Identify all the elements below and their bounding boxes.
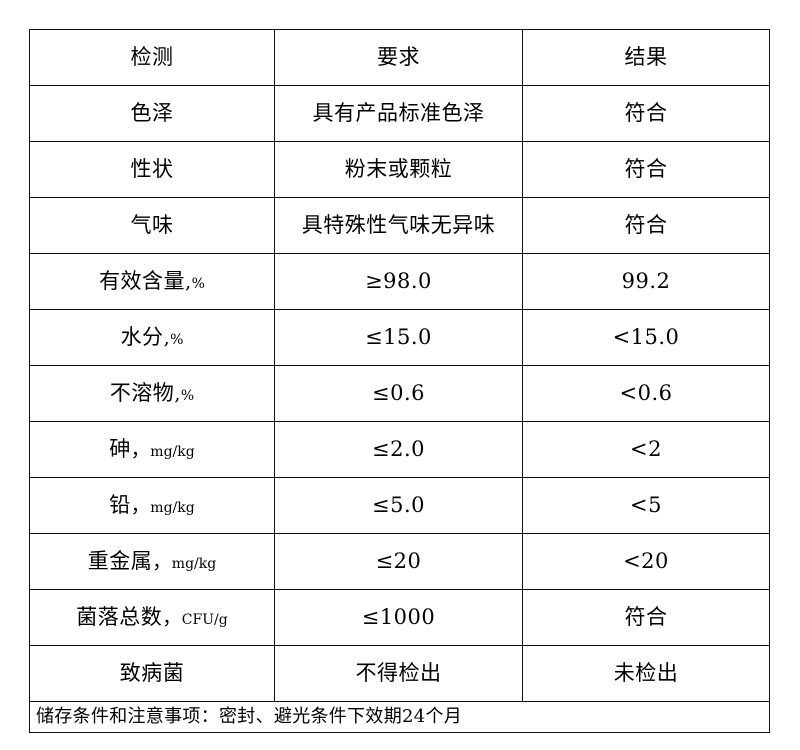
cell-result: <5 bbox=[522, 477, 770, 534]
item-unit: % bbox=[191, 276, 205, 293]
specification-table: 检测 要求 结果 色泽 具有产品标准色泽 符合 性状 粉末或颗粒 符合 气味 具… bbox=[29, 29, 770, 733]
table-row: 铅，mg/kg ≤5.0 <5 bbox=[29, 477, 770, 534]
item-unit: mg/kg bbox=[150, 500, 195, 517]
item-name: 菌落总数 bbox=[76, 605, 163, 630]
table-row: 砷，mg/kg ≤2.0 <2 bbox=[29, 421, 770, 478]
item-unit: % bbox=[170, 332, 184, 349]
cell-requirement: ≤20 bbox=[274, 533, 523, 590]
item-unit: % bbox=[180, 388, 195, 405]
table-row: 重金属，mg/kg ≤20 <20 bbox=[29, 533, 770, 590]
table-row: 性状 粉末或颗粒 符合 bbox=[29, 141, 770, 198]
item-unit-separator: , bbox=[185, 271, 192, 294]
table-row: 菌落总数，CFU/g ≤1000 符合 bbox=[29, 589, 770, 646]
item-name: 色泽 bbox=[130, 101, 174, 126]
cell-item: 不溶物,% bbox=[29, 365, 275, 422]
cell-result: 99.2 bbox=[522, 253, 770, 310]
table-row: 色泽 具有产品标准色泽 符合 bbox=[29, 85, 770, 142]
cell-result: 符合 bbox=[522, 197, 770, 254]
cell-item: 气味 bbox=[29, 197, 275, 254]
cell-item: 致病菌 bbox=[29, 645, 275, 702]
cell-result: 符合 bbox=[522, 141, 770, 198]
table-body: 检测 要求 结果 色泽 具有产品标准色泽 符合 性状 粉末或颗粒 符合 气味 具… bbox=[29, 29, 770, 733]
table-row: 水分,% ≤15.0 <15.0 bbox=[29, 309, 770, 366]
item-unit: mg/kg bbox=[171, 556, 217, 573]
table-row: 不溶物,% ≤0.6 <0.6 bbox=[29, 365, 770, 422]
cell-item: 性状 bbox=[29, 141, 275, 198]
cell-requirement: 具有产品标准色泽 bbox=[274, 85, 523, 142]
cell-result: 未检出 bbox=[522, 645, 770, 702]
cell-requirement: ≤2.0 bbox=[274, 421, 523, 478]
cell-requirement: 粉末或颗粒 bbox=[274, 141, 523, 198]
item-name: 致病菌 bbox=[119, 661, 185, 686]
storage-conditions-note: 储存条件和注意事项：密封、避光条件下效期24个月 bbox=[29, 701, 770, 733]
column-header-result: 结果 bbox=[522, 29, 770, 86]
item-unit-separator: , bbox=[174, 383, 181, 406]
item-name: 不溶物 bbox=[109, 381, 175, 406]
cell-item: 色泽 bbox=[29, 85, 275, 142]
item-name: 水分 bbox=[120, 325, 164, 350]
table-header-row: 检测 要求 结果 bbox=[29, 29, 770, 86]
cell-requirement: 具特殊性气味无异味 bbox=[274, 197, 523, 254]
table-row: 致病菌 不得检出 未检出 bbox=[29, 645, 770, 702]
item-unit: mg/kg bbox=[150, 444, 195, 461]
cell-item: 铅，mg/kg bbox=[29, 477, 275, 534]
cell-item: 砷，mg/kg bbox=[29, 421, 275, 478]
cell-requirement: ≤1000 bbox=[274, 589, 523, 646]
item-unit-separator: ， bbox=[152, 551, 172, 574]
cell-requirement: ≤5.0 bbox=[274, 477, 523, 534]
table-row: 气味 具特殊性气味无异味 符合 bbox=[29, 197, 770, 254]
cell-item: 菌落总数，CFU/g bbox=[29, 589, 275, 646]
item-unit-separator: ， bbox=[162, 607, 182, 630]
cell-item: 有效含量,% bbox=[29, 253, 275, 310]
cell-result: <20 bbox=[522, 533, 770, 590]
cell-requirement: ≤0.6 bbox=[274, 365, 523, 422]
cell-item: 水分,% bbox=[29, 309, 275, 366]
item-name: 铅 bbox=[109, 493, 131, 518]
item-unit: CFU/g bbox=[181, 612, 228, 629]
column-header-requirement: 要求 bbox=[274, 29, 523, 86]
cell-result: 符合 bbox=[522, 589, 770, 646]
cell-requirement: ≥98.0 bbox=[274, 253, 523, 310]
item-name: 有效含量 bbox=[99, 269, 186, 294]
cell-result: <15.0 bbox=[522, 309, 770, 366]
item-unit-separator: ， bbox=[130, 439, 151, 462]
table-footer-row: 储存条件和注意事项：密封、避光条件下效期24个月 bbox=[29, 701, 770, 733]
item-name: 重金属 bbox=[87, 549, 153, 574]
cell-result: <2 bbox=[522, 421, 770, 478]
cell-requirement: ≤15.0 bbox=[274, 309, 523, 366]
cell-result: <0.6 bbox=[522, 365, 770, 422]
item-name: 气味 bbox=[130, 213, 174, 238]
cell-item: 重金属，mg/kg bbox=[29, 533, 275, 590]
item-name: 性状 bbox=[130, 157, 174, 182]
item-name: 砷 bbox=[109, 437, 131, 462]
column-header-item: 检测 bbox=[29, 29, 275, 86]
cell-requirement: 不得检出 bbox=[274, 645, 523, 702]
item-unit-separator: ， bbox=[130, 495, 151, 518]
cell-result: 符合 bbox=[522, 85, 770, 142]
item-unit-separator: , bbox=[163, 327, 171, 350]
table-row: 有效含量,% ≥98.0 99.2 bbox=[29, 253, 770, 310]
